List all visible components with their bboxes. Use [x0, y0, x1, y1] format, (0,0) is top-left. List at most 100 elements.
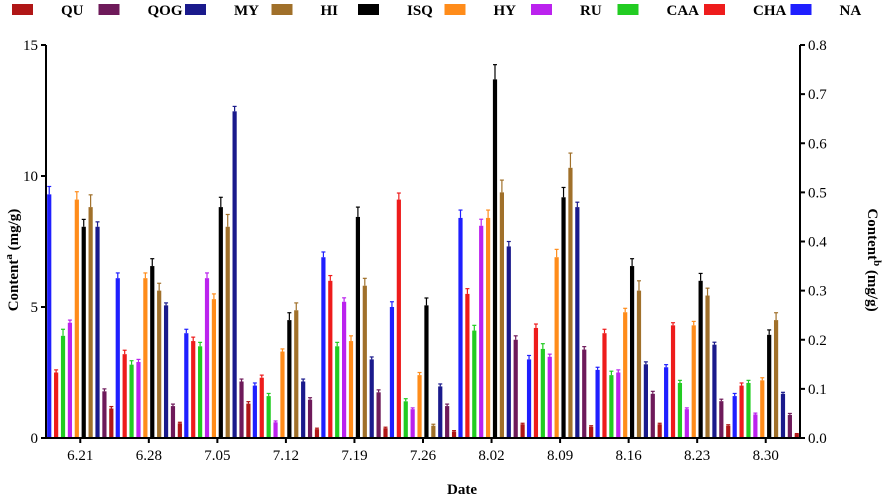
- bar-ru: [753, 414, 758, 438]
- bar-hy: [554, 257, 559, 438]
- bar-na: [321, 257, 326, 438]
- bar-cha: [533, 327, 539, 438]
- bar-hy: [417, 375, 422, 438]
- bar-ru: [273, 422, 278, 438]
- bar-qog: [650, 393, 655, 438]
- legend-label-hi: HI: [321, 3, 339, 19]
- bar-na: [115, 278, 120, 438]
- bar-my: [438, 386, 443, 438]
- bar-cha: [670, 325, 676, 438]
- bar-hi: [705, 295, 710, 438]
- left-tick-label: 10: [23, 169, 38, 185]
- bar-my: [232, 111, 237, 438]
- bar-qu: [520, 424, 525, 438]
- legend-swatch-hy: [444, 4, 466, 15]
- bar-caa: [198, 346, 203, 438]
- legend-swatch-cha: [704, 4, 725, 15]
- bar-hi: [157, 290, 162, 438]
- bar-qog: [170, 406, 176, 438]
- bar-caa: [609, 375, 614, 438]
- bar-hy: [485, 217, 491, 438]
- bar-caa: [746, 382, 751, 438]
- bar-my: [369, 359, 374, 438]
- x-tick-label: 8.23: [684, 448, 710, 464]
- bar-isq: [424, 305, 429, 438]
- bar-hy: [211, 299, 217, 438]
- bar-cha: [122, 354, 127, 438]
- bar-my: [95, 226, 100, 438]
- bar-hy: [143, 278, 148, 438]
- legend-label-na: NA: [840, 3, 862, 19]
- bar-qu: [383, 428, 388, 438]
- legend-swatch-ru: [531, 4, 552, 15]
- bar-my: [780, 393, 786, 438]
- bar-my: [506, 246, 511, 438]
- bar-ru: [67, 322, 73, 438]
- bar-qu: [794, 434, 799, 438]
- bar-hi: [568, 167, 573, 438]
- right-tick-label: 0.8: [808, 38, 827, 54]
- left-tick-label: 15: [23, 38, 38, 54]
- legend-label-ru: RU: [580, 3, 602, 19]
- legend-swatch-my: [185, 4, 206, 15]
- x-tick-label: 6.21: [67, 448, 93, 464]
- bar-qog: [239, 381, 244, 438]
- bar-hy: [280, 351, 285, 438]
- bar-isq: [150, 266, 155, 438]
- left-axis-title-main: Content: [6, 260, 22, 312]
- bar-caa: [403, 401, 408, 438]
- legend: QU QOG MY HI ISQ HY RU CAA CHA NA: [12, 3, 861, 19]
- left-tick-label: 5: [31, 300, 39, 316]
- bars-layer: [47, 64, 799, 438]
- bar-hy: [74, 199, 79, 438]
- bar-ru: [479, 225, 484, 438]
- legend-label-hy: HY: [494, 3, 517, 19]
- right-axis-title-unit: (mg/g): [864, 266, 880, 311]
- bar-my: [301, 381, 306, 438]
- bar-na: [47, 194, 52, 438]
- bar-hi: [225, 226, 230, 438]
- bar-cha: [396, 199, 401, 438]
- legend-swatch-hi: [271, 4, 293, 15]
- axes-layer: 0 5 10 15 0.0 0.1 0.2 0.3 0.4 0.5 0.6 0.7 0.8 6.21 6.2…: [23, 38, 827, 464]
- bar-caa: [540, 348, 545, 438]
- x-tick-label: 8.02: [478, 448, 504, 464]
- bar-cha: [54, 372, 59, 438]
- bar-isq: [767, 334, 772, 438]
- bar-qog: [582, 349, 587, 438]
- bar-hy: [760, 380, 765, 438]
- bar-caa: [472, 330, 477, 438]
- bar-my: [643, 364, 648, 438]
- bar-na: [732, 396, 737, 438]
- bar-qu: [657, 424, 662, 438]
- bar-isq: [698, 280, 703, 438]
- left-tick-label: 0: [31, 431, 39, 447]
- legend-swatch-isq: [358, 4, 379, 15]
- right-tick-label: 0.3: [808, 284, 827, 300]
- bar-cha: [602, 333, 607, 438]
- right-tick-label: 0.5: [808, 185, 827, 201]
- left-axis-title: Contenta (mg/g): [3, 209, 22, 312]
- bar-caa: [60, 335, 66, 438]
- x-tick-label: 7.05: [204, 448, 230, 464]
- x-axis-title: Date: [447, 482, 477, 498]
- bar-na: [389, 307, 395, 438]
- bar-cha: [739, 385, 744, 438]
- bar-ru: [684, 409, 689, 438]
- bar-hi: [294, 310, 299, 438]
- bar-isq: [287, 320, 292, 438]
- legend-swatch-na: [790, 4, 812, 15]
- bar-isq: [355, 216, 361, 438]
- bar-my: [712, 344, 717, 438]
- right-tick-label: 0.6: [808, 136, 827, 152]
- bar-na: [458, 217, 463, 438]
- bar-na: [526, 359, 532, 438]
- bar-qog: [513, 339, 518, 438]
- bar-na: [184, 333, 189, 438]
- bar-ru: [547, 356, 552, 438]
- bar-ru: [136, 362, 141, 438]
- bar-hi: [362, 285, 367, 438]
- bar-hi: [88, 207, 93, 438]
- legend-label-cha: CHA: [753, 3, 787, 19]
- x-tick-label: 8.09: [547, 448, 573, 464]
